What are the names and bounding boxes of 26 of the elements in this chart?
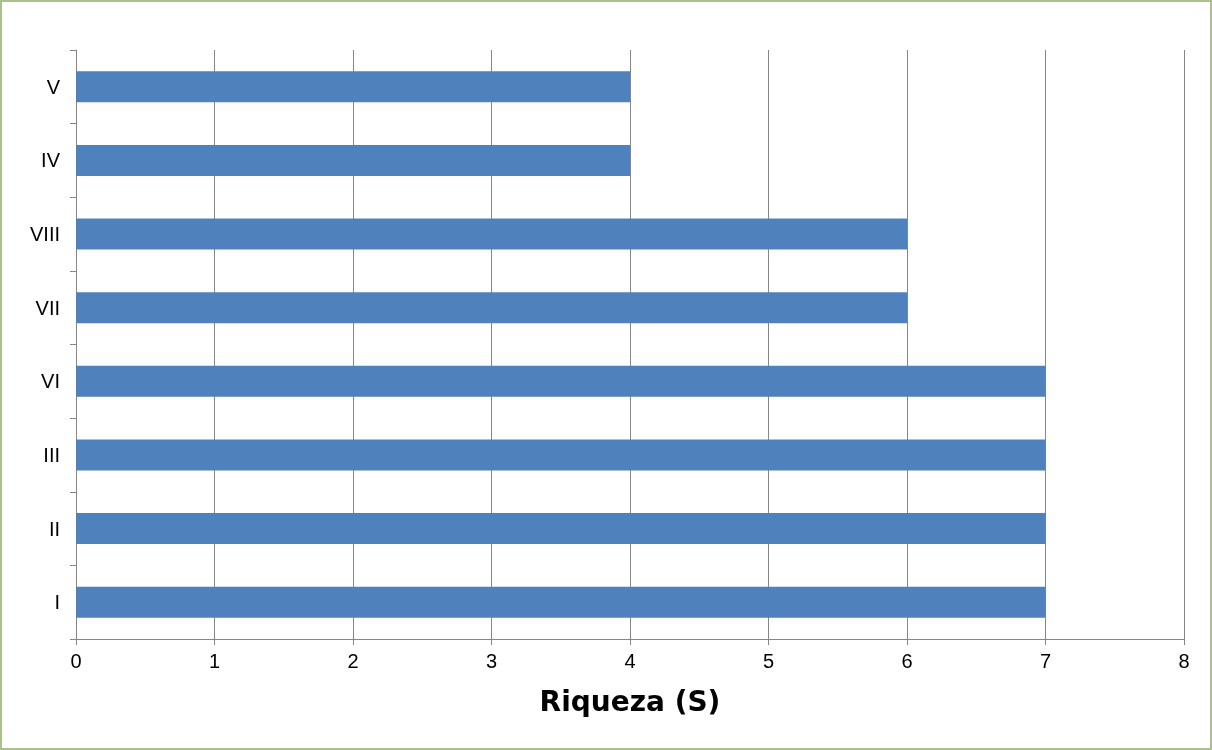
x-tick-label: 4 xyxy=(624,650,636,672)
y-tick-label: IV xyxy=(41,149,61,172)
bar xyxy=(76,439,1046,471)
x-tick-label: 7 xyxy=(1039,650,1052,672)
y-tick-label: V xyxy=(46,75,61,98)
y-tick-label: VIII xyxy=(29,223,60,246)
x-tick-label: 0 xyxy=(70,650,82,672)
x-tick-label: 8 xyxy=(1178,650,1190,672)
y-tick-label: VII xyxy=(35,296,60,319)
y-tick-label: I xyxy=(54,591,60,614)
x-tick-label: 1 xyxy=(208,650,221,672)
bar xyxy=(76,513,1046,545)
x-tick-label: 5 xyxy=(762,650,775,672)
x-tick-label: 2 xyxy=(347,650,359,672)
x-tick-label: 3 xyxy=(485,650,498,672)
bar xyxy=(76,144,630,176)
x-axis-title: Riqueza (S) xyxy=(539,684,721,718)
bar xyxy=(76,365,1046,397)
y-tick-label: VI xyxy=(41,370,60,393)
y-tick-label: III xyxy=(43,443,60,466)
bar xyxy=(76,586,1046,618)
bar xyxy=(76,218,907,250)
x-tick-label: 6 xyxy=(901,650,913,672)
y-tick-label: II xyxy=(48,517,60,540)
bar xyxy=(76,292,907,324)
bar xyxy=(76,71,630,103)
